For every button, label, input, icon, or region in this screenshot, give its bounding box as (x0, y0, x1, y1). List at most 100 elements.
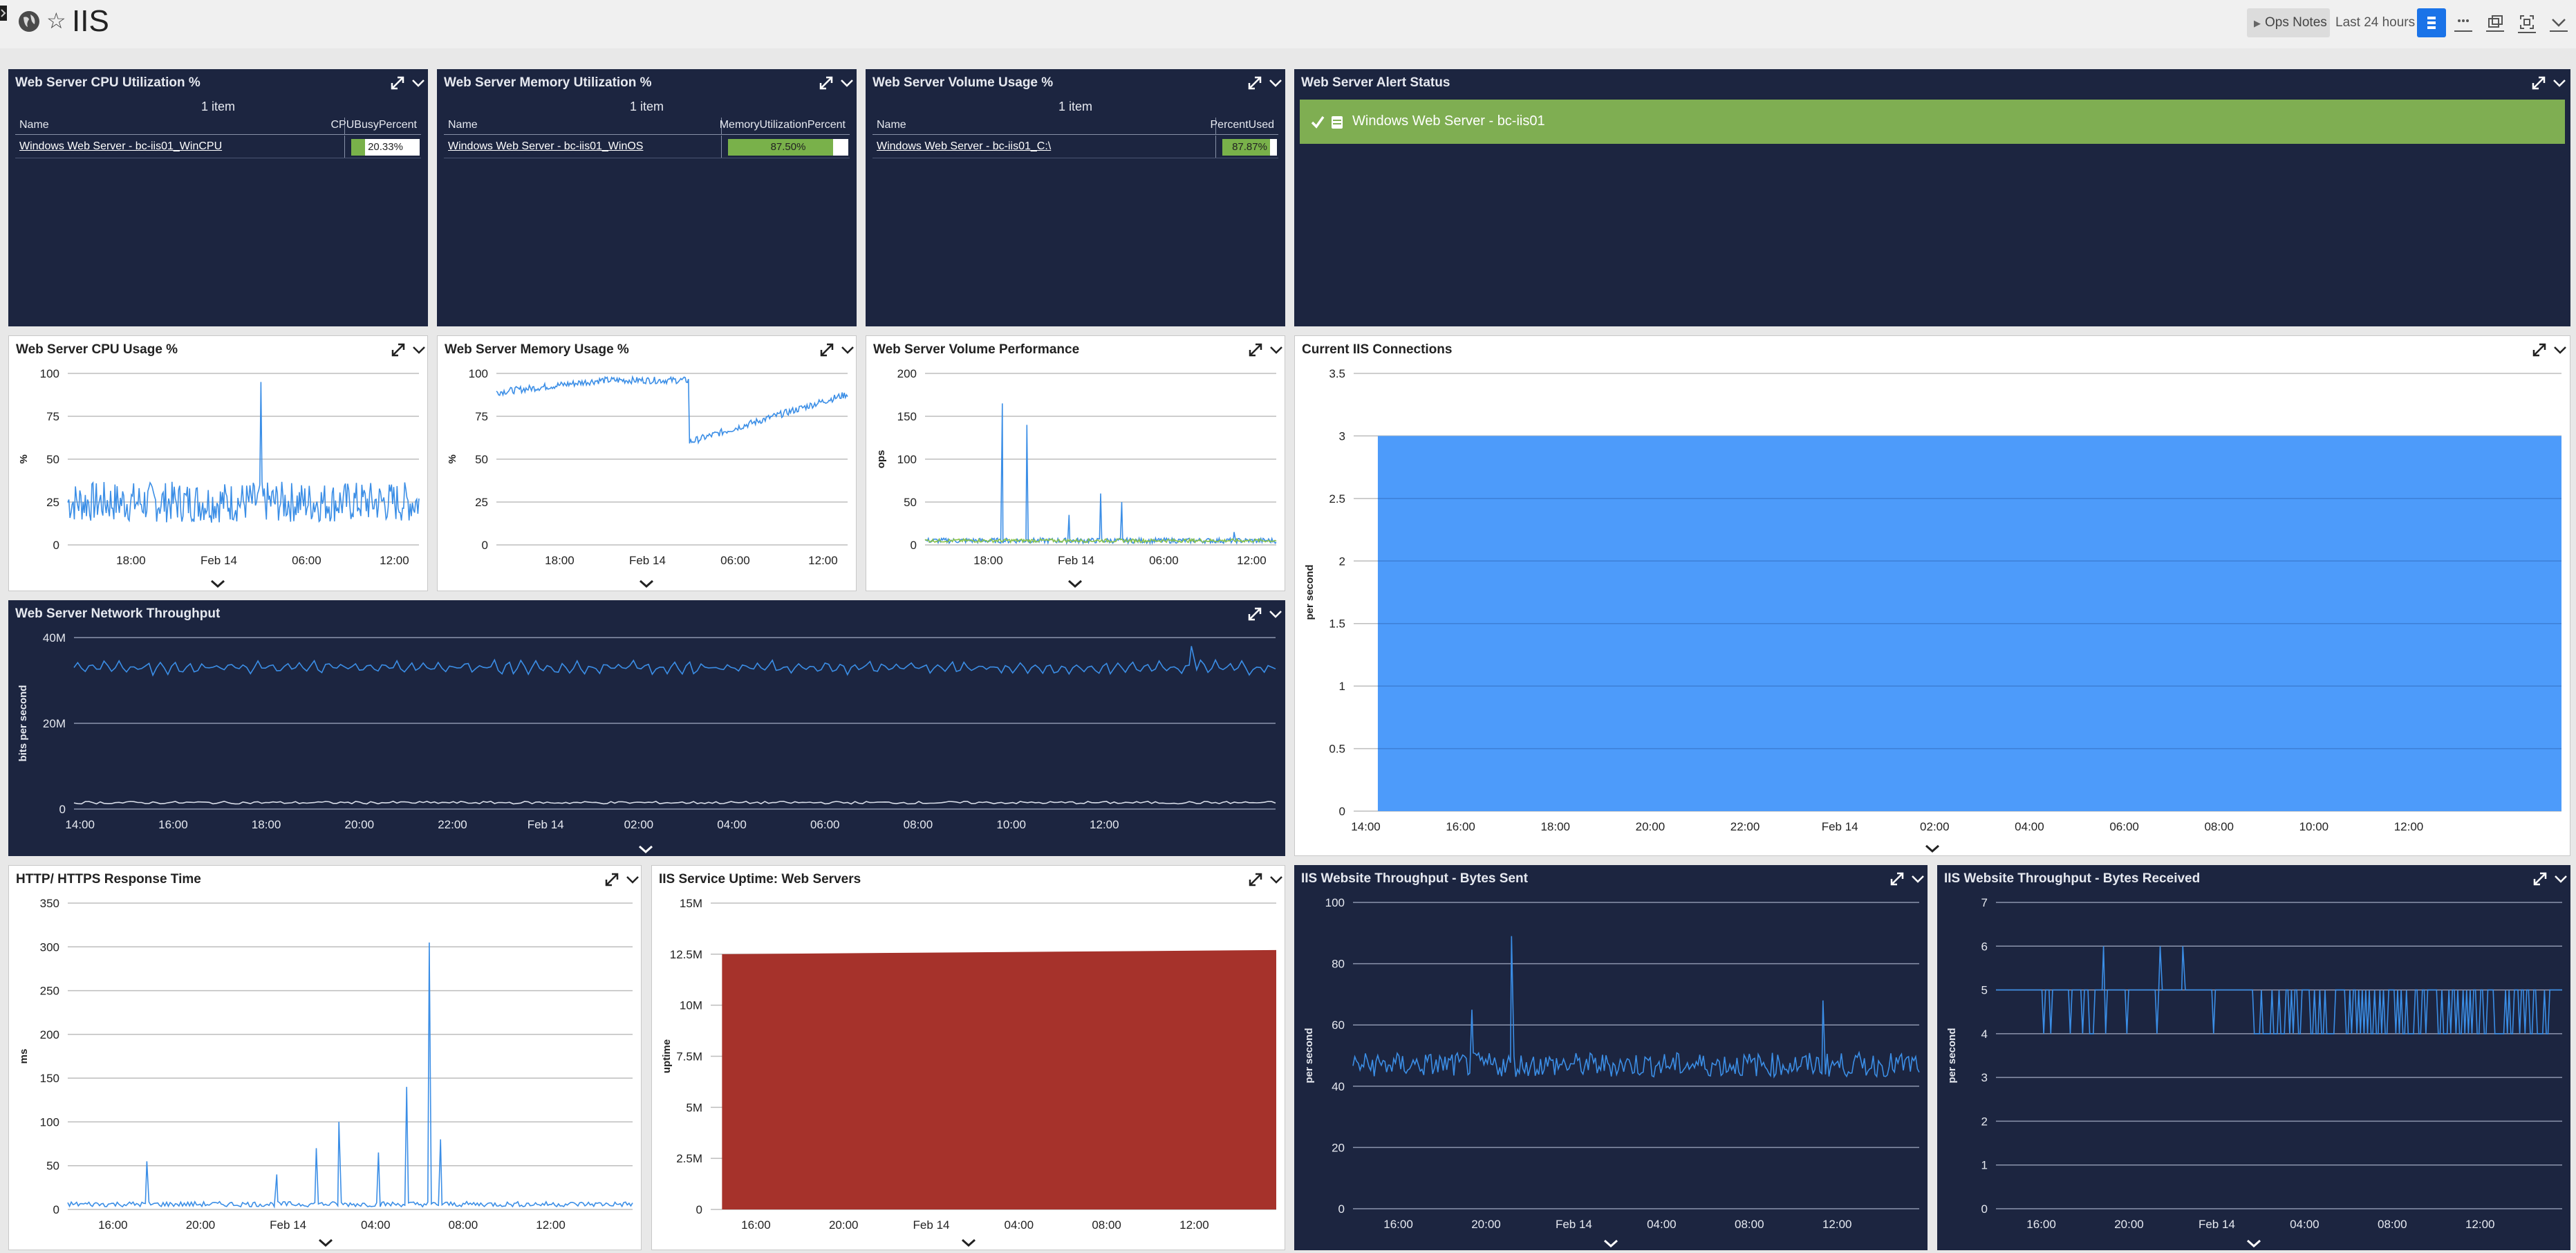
legend-toggle-button[interactable] (209, 579, 226, 588)
y-tick-label: 2 (1339, 555, 1345, 568)
x-tick-label: 04:00 (1647, 1218, 1677, 1231)
chevron-down-icon (1068, 579, 1082, 588)
x-tick-label: 22:00 (438, 818, 467, 831)
expand-button[interactable] (1245, 604, 1264, 624)
row-link[interactable]: Windows Web Server - bc-iis01_WinCPU (19, 140, 223, 152)
table-widget: Web Server CPU Utilization % 1 item Name… (8, 69, 428, 326)
sidebar-toggle-arrow[interactable] (0, 6, 7, 21)
series-line (1996, 946, 2562, 1034)
legend-toggle-button[interactable] (1603, 1239, 1619, 1247)
widget-menu-button[interactable] (2551, 869, 2570, 889)
series-line (1352, 936, 1920, 1079)
progress-value: 87.87% (1232, 141, 1267, 153)
x-tick-label: 18:00 (973, 554, 1003, 567)
column-header-value[interactable]: CPUBusyPercent (330, 119, 418, 131)
column-header-name[interactable]: Name (877, 119, 906, 131)
chevron-down-icon (2554, 346, 2566, 354)
clone-button[interactable] (2481, 8, 2510, 37)
column-divider (1215, 136, 1216, 158)
expand-button[interactable] (602, 870, 622, 889)
widget-title: HTTP/ HTTPS Response Time (16, 872, 201, 887)
expand-button[interactable] (817, 340, 837, 360)
widget-menu-button[interactable] (2550, 340, 2570, 360)
legend-toggle-button[interactable] (637, 845, 654, 853)
legend-toggle-button[interactable] (1067, 579, 1083, 588)
widget-menu-button[interactable] (1267, 340, 1286, 360)
expand-button[interactable] (1245, 73, 1264, 93)
widget-menu-button[interactable] (837, 73, 857, 93)
y-tick-label: 40M (43, 631, 66, 644)
y-axis-label: per second (1303, 1028, 1315, 1083)
y-tick-label: 0 (1339, 805, 1345, 818)
chart-widget-cpu: Web Server CPU Usage % 0 25 50 75 100% 18:00 F… (8, 335, 428, 591)
y-tick-label: 0 (53, 1203, 59, 1216)
expand-button[interactable] (388, 73, 407, 93)
legend-toggle-button[interactable] (317, 1238, 334, 1247)
globe-icon (18, 10, 40, 33)
chevron-down-icon (1269, 611, 1282, 618)
line-chart: 0 25 50 75 100% 18:00 Feb 14 06:00 12:00 (18, 367, 420, 567)
y-tick-label: 2 (1981, 1115, 1988, 1128)
column-header-name[interactable]: Name (19, 119, 49, 131)
x-tick-label: 04:00 (1005, 1218, 1034, 1232)
widget-menu-button[interactable] (838, 340, 857, 360)
column-header-value[interactable]: PercentUsed (1210, 119, 1275, 131)
legend-toggle-button[interactable] (2246, 1239, 2262, 1247)
row-link[interactable]: Windows Web Server - bc-iis01_C:\ (877, 140, 1052, 152)
y-tick-label: 25 (46, 496, 59, 509)
column-header-name[interactable]: Name (448, 119, 478, 131)
expand-button[interactable] (389, 340, 408, 360)
view-toggle-button[interactable] (2417, 8, 2446, 37)
more-options-button[interactable] (2449, 8, 2478, 37)
favorite-star-icon[interactable]: ☆ (46, 8, 66, 34)
legend-toggle-button[interactable] (638, 579, 655, 588)
time-range-selector[interactable]: Last 24 hours (2335, 15, 2416, 30)
dots-icon (2454, 19, 2472, 32)
chevron-down-icon (1270, 346, 1282, 354)
y-tick-label: 3.5 (1329, 367, 1345, 380)
expand-button[interactable] (816, 73, 836, 93)
expand-button[interactable] (1887, 869, 1907, 889)
widget-menu-button[interactable] (1266, 604, 1285, 624)
expand-button[interactable] (2530, 340, 2549, 360)
fullscreen-button[interactable] (2512, 8, 2541, 37)
row-link[interactable]: Windows Web Server - bc-iis01_WinOS (448, 140, 644, 152)
line-chart: 0 50 100 150 200 ops 18:00 Feb 14 06:00 12:00 (875, 367, 1277, 567)
expand-button[interactable] (2529, 73, 2548, 93)
y-axis-label: uptime (661, 1039, 673, 1073)
x-tick-label: 12:00 (808, 554, 838, 567)
widget-title: Web Server Network Throughput (15, 606, 221, 621)
legend-toggle-button[interactable] (960, 1238, 977, 1247)
widget-title: Web Server Memory Utilization % (444, 75, 652, 90)
y-tick-label: 0 (53, 539, 59, 552)
widget-menu-button[interactable] (409, 340, 429, 360)
chart-widget-uptime: IIS Service Uptime: Web Servers 0 2.5M 5M 7… (651, 865, 1285, 1250)
x-tick-label: 16:00 (741, 1218, 771, 1232)
chevron-down-icon (2553, 80, 2566, 87)
expand-button[interactable] (2530, 869, 2550, 889)
widget-menu-button[interactable] (1908, 869, 1928, 889)
widget-menu-button[interactable] (409, 73, 428, 93)
widget-menu-button[interactable] (1266, 73, 1285, 93)
y-tick-label: 15M (680, 897, 702, 910)
legend-toggle-button[interactable] (1924, 844, 1941, 853)
expand-icon (605, 873, 619, 887)
x-tick-label: 12:00 (1237, 554, 1267, 567)
dashboard-menu-button[interactable] (2544, 8, 2573, 37)
column-header-value[interactable]: MemoryUtilizationPercent (719, 119, 846, 131)
expand-button[interactable] (1246, 870, 1265, 889)
x-tick-label: Feb 14 (1058, 554, 1094, 567)
ops-notes-button[interactable]: ▶ Ops Notes (2247, 8, 2330, 37)
y-tick-label: 3 (1339, 429, 1345, 443)
x-tick-label: 10:00 (996, 818, 1026, 831)
x-tick-label: 08:00 (1735, 1218, 1764, 1231)
widget-menu-button[interactable] (623, 870, 642, 889)
expand-icon (1249, 873, 1262, 887)
progress-fill (1222, 139, 1271, 156)
widget-menu-button[interactable] (2550, 73, 2569, 93)
widget-menu-button[interactable] (1267, 870, 1286, 889)
alert-status-row[interactable]: Windows Web Server - bc-iis01 (1300, 100, 2565, 144)
progress-value: 87.50% (770, 141, 806, 153)
chevron-down-icon (2555, 875, 2567, 883)
expand-button[interactable] (1246, 340, 1265, 360)
